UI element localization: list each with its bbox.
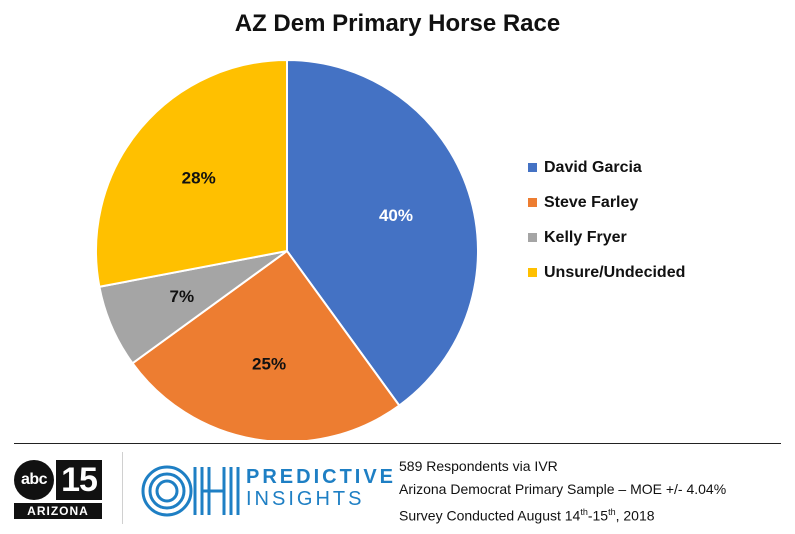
legend-item-steve-farley: Steve Farley <box>528 185 685 220</box>
pie-slice-unsure-undecided <box>95 58 288 288</box>
legend-swatch <box>528 268 537 277</box>
legend-label: Unsure/Undecided <box>544 263 686 281</box>
pie-chart: 40% 25% 7% 28% <box>95 58 479 440</box>
slice-label-david-garcia: 40% <box>379 206 413 225</box>
footer-divider <box>14 443 781 444</box>
slice-label-steve-farley: 25% <box>252 355 286 374</box>
footer-separator <box>122 452 123 524</box>
station-state: ARIZONA <box>14 503 102 519</box>
legend-swatch <box>528 233 537 242</box>
pie-slice-steve-farley <box>131 249 401 440</box>
predictive-insights-wordmark: PREDICTIVE INSIGHTS <box>246 466 396 510</box>
survey-notes: 589 Respondents via IVR Arizona Democrat… <box>399 455 726 528</box>
channel-number: 15 <box>56 460 102 500</box>
survey-date-note: Survey Conducted August 14th-15th, 2018 <box>399 507 655 524</box>
legend-label: Steve Farley <box>544 193 639 211</box>
oh-monogram-icon <box>141 465 240 517</box>
chart-legend: David Garcia Steve Farley Kelly Fryer Unsur… <box>528 150 685 290</box>
pie-slice-david-garcia <box>286 58 479 407</box>
abc-network-mark: abc <box>14 460 54 500</box>
legend-swatch <box>528 198 537 207</box>
respondents-note: 589 Respondents via IVR <box>399 458 558 474</box>
abc15-arizona-logo: abc 15 ARIZONA <box>14 460 102 520</box>
sample-note: Arizona Democrat Primary Sample – MOE +/… <box>399 481 727 497</box>
legend-swatch <box>528 163 537 172</box>
slice-label-unsure-undecided: 28% <box>182 168 216 187</box>
legend-item-david-garcia: David Garcia <box>528 150 685 185</box>
brand-line-insights: INSIGHTS <box>246 488 365 510</box>
brand-line-predictive: PREDICTIVE <box>246 466 397 488</box>
legend-item-unsure-undecided: Unsure/Undecided <box>528 255 685 290</box>
legend-label: Kelly Fryer <box>544 228 627 246</box>
legend-label: David Garcia <box>544 158 642 176</box>
slice-label-kelly-fryer: 7% <box>170 287 195 306</box>
legend-item-kelly-fryer: Kelly Fryer <box>528 220 685 255</box>
chart-title: AZ Dem Primary Horse Race <box>234 10 561 37</box>
